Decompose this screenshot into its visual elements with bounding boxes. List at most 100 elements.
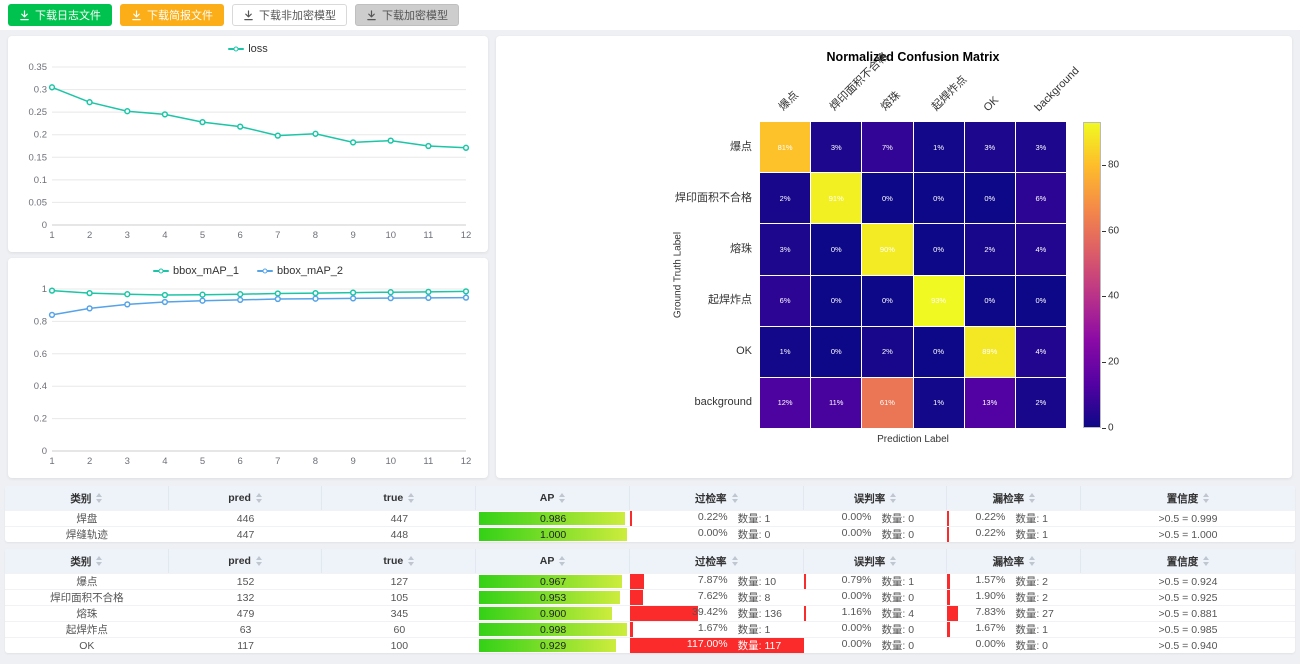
cell-class: OK [79,639,95,652]
table-row: 起焊炸点 63 60 0.998 1.67% 数量: 1 0.00% 数量: 0 1.67% 数量… [5,621,1295,637]
matrix-cell: 0% [913,173,964,224]
column-header-label: 类别 [70,492,92,505]
cell-true: 448 [390,528,409,541]
column-header-class[interactable]: 类别 [5,549,169,573]
button-label: 下载非加密模型 [259,10,336,22]
cell-miss: 1.67% 数量: 1 [947,622,1081,637]
sort-icon [1203,556,1210,566]
matrix-cell: 3% [811,122,862,173]
matrix-cell: 6% [1015,173,1066,224]
rate-bar [629,511,632,526]
cell-true: 447 [390,512,409,525]
column-header-mis[interactable]: 误判率 [804,486,948,510]
svg-text:11: 11 [423,456,433,467]
table-row: OK 117 100 0.929 117.00% 数量: 117 0.00% 数量: 0 0.0… [5,637,1295,653]
matrix-cell: 4% [1015,326,1066,377]
svg-text:5: 5 [200,456,205,467]
svg-text:0: 0 [42,446,47,457]
cell-ap: 0.967 [476,574,630,589]
column-header-conf[interactable]: 置信度 [1081,486,1294,510]
column-header-conf[interactable]: 置信度 [1081,549,1294,573]
cell-ap: 1.000 [476,527,630,542]
column-header-label: 类别 [70,555,92,568]
sort-icon [731,556,738,566]
column-header-label: pred [228,492,251,504]
matrix-row-label: 起焊炸点 [708,294,752,306]
cell-mis: 0.00% 数量: 0 [841,527,915,541]
matrix-cell: 0% [913,224,964,275]
cell-confidence: >0.5 = 1.000 [1158,528,1218,541]
column-header-ap[interactable]: AP [476,549,630,573]
matrix-cell: 7% [862,122,913,173]
svg-text:9: 9 [350,456,355,467]
cell-true: 100 [390,639,409,652]
svg-text:0.2: 0.2 [34,130,47,141]
colorbar [1083,122,1101,428]
defect-metrics-table: 类别 pred true AP 过检率 误判率 漏检率 置信度爆点 152 127 0.967 7.8… [5,549,1295,653]
svg-text:0.15: 0.15 [29,152,48,163]
detection-metrics-table: 类别 pred true AP 过检率 误判率 漏检率 置信度 焊盘 446 447 0.986 0.2… [5,486,1295,542]
cell-ap: 0.998 [476,622,630,637]
column-header-label: 置信度 [1166,555,1199,568]
cell-true: 60 [393,623,406,636]
column-header-mis[interactable]: 误判率 [804,549,948,573]
svg-text:0.35: 0.35 [29,62,48,73]
legend-label: bbox_mAP_2 [277,265,344,277]
rate-bar [947,622,950,637]
sort-icon [1029,556,1036,566]
svg-text:12: 12 [461,230,472,241]
column-header-label: 过检率 [695,492,727,505]
svg-text:1: 1 [49,456,54,467]
matrix-cell: 13% [964,377,1015,428]
matrix-cell: 3% [1015,122,1066,173]
cell-class: 熔珠 [76,608,98,620]
cell-true: 345 [390,607,409,620]
toolbar: 下载日志文件 下载简报文件 下载非加密模型 下载加密模型 [0,0,1300,30]
rate-bar [947,511,950,526]
matrix-cell: 4% [1015,224,1066,275]
table-row: 焊缝轨迹 447 448 1.000 0.00% 数量: 0 0.00% 数量: 0 0.22%… [5,526,1295,542]
svg-text:2: 2 [87,230,92,241]
sort-icon [559,493,566,503]
cell-ap: 0.986 [476,511,630,526]
legend-item-loss[interactable]: loss [228,43,268,55]
legend-item-bbox_mAP_1[interactable]: bbox_mAP_1 [152,265,239,277]
column-header-class[interactable]: 类别 [5,486,169,510]
loss-chart-legend: loss [14,39,482,59]
matrix-cell: 0% [811,224,862,275]
svg-text:1: 1 [42,284,47,295]
colorbar-tick: 40 [1108,290,1120,302]
matrix-cell: 2% [964,224,1015,275]
matrix-cell: 61% [862,377,913,428]
ap-bar [479,623,627,636]
sort-icon [1029,493,1036,503]
cell-pred: 132 [236,591,255,604]
matrix-row-label: 爆点 [730,141,752,153]
column-header-over[interactable]: 过检率 [630,486,804,510]
column-header-miss[interactable]: 漏检率 [947,486,1082,510]
column-header-ap[interactable]: AP [476,486,630,510]
download-encrypted-model-button[interactable]: 下载加密模型 [355,4,459,26]
column-header-pred[interactable]: pred [169,549,323,573]
svg-text:3: 3 [125,230,130,241]
svg-text:6: 6 [238,456,243,467]
svg-text:7: 7 [275,230,280,241]
column-header-miss[interactable]: 漏检率 [947,549,1082,573]
cell-ap: 0.953 [476,590,630,605]
download-log-button[interactable]: 下载日志文件 [8,4,112,26]
legend-item-bbox_mAP_2[interactable]: bbox_mAP_2 [257,265,343,277]
column-header-over[interactable]: 过检率 [630,549,804,573]
svg-text:0.3: 0.3 [34,85,47,96]
cell-mis: 1.16% 数量: 4 [803,606,948,621]
matrix-row-label: 焊印面积不合格 [675,192,752,204]
column-header-true[interactable]: true [322,549,477,573]
column-header-label: 误判率 [853,555,886,568]
table-row: 爆点 152 127 0.967 7.87% 数量: 10 0.79% 数量: 1 1.57% 数… [5,573,1295,589]
download-plain-model-button[interactable]: 下载非加密模型 [232,4,347,26]
svg-text:10: 10 [385,230,396,241]
download-report-button[interactable]: 下载简报文件 [120,4,224,26]
matrix-row-label: background [694,396,753,408]
column-header-true[interactable]: true [322,486,477,510]
cell-over: 7.87% 数量: 10 [629,574,804,589]
column-header-pred[interactable]: pred [169,486,323,510]
